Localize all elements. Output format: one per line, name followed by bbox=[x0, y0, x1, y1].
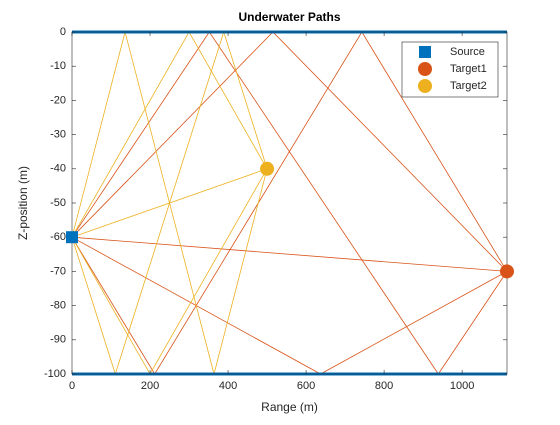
y-tick-label: -50 bbox=[50, 197, 66, 209]
y-tick-label: -60 bbox=[50, 231, 66, 243]
y-tick-label: 0 bbox=[60, 26, 66, 38]
marker bbox=[66, 231, 78, 244]
x-tick-label: 200 bbox=[141, 380, 159, 392]
legend-label: Source bbox=[450, 46, 485, 58]
y-tick-label: -20 bbox=[50, 94, 66, 106]
ray-path bbox=[71, 236, 508, 272]
marker bbox=[500, 264, 514, 279]
x-tick-label: 800 bbox=[375, 380, 393, 392]
x-axis-label: Range (m) bbox=[261, 400, 318, 414]
y-tick-label: -40 bbox=[50, 163, 66, 175]
x-tick-label: 600 bbox=[297, 380, 315, 392]
y-tick-label: -30 bbox=[50, 129, 66, 141]
ray-path bbox=[71, 30, 268, 376]
legend-label: Target1 bbox=[450, 63, 487, 75]
y-tick-label: -80 bbox=[50, 300, 66, 312]
y-tick-label: -10 bbox=[50, 60, 66, 72]
legend-box bbox=[401, 41, 499, 98]
x-tick-label: 0 bbox=[69, 380, 75, 392]
ray-path bbox=[71, 31, 508, 375]
legend-label: Target2 bbox=[450, 80, 487, 92]
y-axis-label: Z-position (m) bbox=[16, 166, 30, 240]
x-tick-label: 400 bbox=[219, 380, 237, 392]
legend-marker bbox=[419, 46, 431, 58]
y-tick-label: -70 bbox=[50, 265, 66, 277]
chart-title: Underwater Paths bbox=[238, 10, 340, 24]
y-tick-label: -100 bbox=[44, 368, 66, 380]
marker bbox=[260, 161, 275, 176]
legend-marker bbox=[418, 62, 432, 76]
y-tick-label: -90 bbox=[50, 334, 66, 346]
legend-marker bbox=[418, 79, 432, 93]
x-tick-label: 1000 bbox=[450, 380, 474, 392]
